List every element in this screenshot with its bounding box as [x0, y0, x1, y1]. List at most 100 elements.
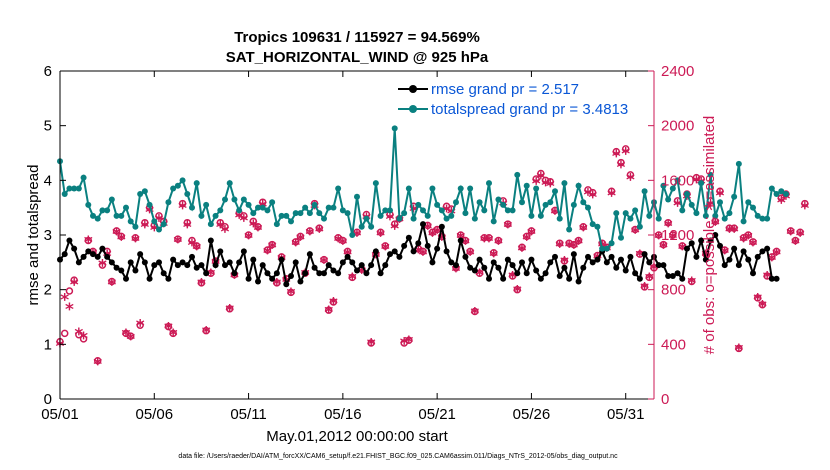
totalspread-point [401, 210, 408, 217]
totalspread-point [174, 182, 181, 189]
rmse-point [500, 275, 507, 282]
rmse-point [448, 259, 455, 266]
rmse-point [627, 253, 634, 260]
right-y-tick-label: 400 [661, 336, 686, 353]
totalspread-point [99, 207, 106, 214]
rmse-point [622, 267, 629, 274]
obs_possible-marker [612, 147, 621, 156]
totalspread-point [570, 201, 577, 208]
obs_assimilated-marker: * [626, 170, 635, 190]
x-tick-label: 05/01 [41, 406, 79, 423]
obs_possible-marker [669, 231, 677, 239]
rmse-point [405, 234, 412, 241]
rmse-point [170, 256, 177, 263]
obs_assimilated-marker: * [569, 239, 578, 259]
obs_possible-marker [93, 356, 102, 365]
totalspread-series [57, 125, 789, 252]
obs_assimilated-marker: * [579, 221, 588, 241]
obs_possible-marker [504, 220, 512, 228]
rmse-point [688, 240, 695, 247]
rmse-point [519, 259, 525, 266]
obs_assimilated-marker: * [155, 211, 164, 231]
obs_assimilated-marker: * [74, 325, 83, 345]
totalspread-point [429, 185, 436, 192]
totalspread-point [646, 212, 653, 219]
totalspread-point [156, 226, 162, 233]
obs_possible-marker [320, 255, 328, 264]
obs_assimilated-marker: * [621, 144, 630, 164]
rmse-point [283, 281, 290, 288]
obs_possible-marker [254, 223, 262, 231]
rmse-point [636, 275, 643, 282]
totalspread-point [462, 210, 469, 217]
totalspread-point [212, 212, 219, 219]
totalspread-point [783, 191, 789, 197]
obs_assimilated-marker: * [244, 229, 253, 249]
obs_assimilated-marker: * [716, 187, 725, 207]
obs_assimilated-marker: * [249, 217, 258, 237]
obs_assimilated-marker: * [216, 218, 225, 238]
totalspread-point [514, 171, 521, 178]
rmse-point [684, 245, 690, 252]
obs_possible-marker [174, 235, 182, 243]
totalspread-point [636, 223, 643, 230]
obs_possible-marker [626, 171, 635, 179]
rmse-point [570, 251, 577, 258]
totalspread-point [627, 215, 634, 222]
rmse-series [57, 221, 780, 288]
series-layer: ****************************************… [56, 125, 809, 375]
rmse-point [349, 259, 356, 266]
obs_assimilated-marker: * [183, 218, 192, 238]
obs_possible-marker [244, 231, 253, 239]
totalspread-point [61, 191, 68, 197]
obs_assimilated-marker: * [117, 230, 126, 250]
obs_possible-marker [786, 227, 795, 235]
obs_assimilated-marker: * [767, 251, 776, 271]
rmse-point [603, 259, 610, 266]
totalspread-point [363, 215, 370, 222]
obs_assimilated-marker: * [522, 230, 531, 250]
left-y-tick-label: 0 [44, 391, 52, 408]
rmse-point [118, 267, 125, 274]
totalspread-point [547, 199, 554, 206]
obs_assimilated-marker: * [70, 276, 79, 296]
rmse-point [693, 253, 700, 260]
obs_possible-marker [433, 225, 441, 234]
totalspread-point [754, 212, 761, 219]
rmse-point [151, 262, 158, 269]
rmse-point [236, 259, 243, 266]
obs_possible-marker [84, 236, 93, 245]
rmse-point [665, 273, 672, 279]
obs_possible-marker [112, 227, 121, 235]
totalspread-point [764, 215, 771, 222]
totalspread-point [132, 223, 139, 230]
obs_possible-marker [537, 169, 545, 178]
totalspread-point [339, 207, 346, 214]
rmse-point [174, 262, 181, 269]
rmse-point [85, 248, 92, 255]
totalspread-point [603, 245, 610, 252]
totalspread-point [184, 191, 191, 197]
totalspread-point [608, 240, 615, 247]
rmse-point [80, 253, 87, 260]
totalspread-point [641, 188, 648, 195]
rmse-point [471, 267, 478, 274]
obs_assimilated-marker: * [126, 330, 135, 350]
obs_assimilated-marker: * [112, 225, 121, 245]
totalspread-point [354, 193, 360, 200]
obs_assimilated-marker: * [221, 222, 230, 242]
obs_assimilated-marker: * [508, 269, 517, 289]
rmse-point [156, 259, 162, 266]
rmse-point [764, 245, 771, 252]
totalspread-point [193, 180, 200, 187]
obs_possible-marker [75, 331, 83, 339]
obs_possible-marker [471, 307, 479, 316]
obs_assimilated-marker: * [588, 188, 597, 208]
rmse-point [726, 256, 733, 263]
obs_assimilated-marker: * [254, 221, 263, 241]
obs_assimilated-marker: * [442, 202, 451, 222]
rmse-point [339, 259, 346, 266]
obs_assimilated-marker: * [687, 274, 696, 294]
totalspread-point [118, 212, 125, 219]
obs_assimilated-marker: * [395, 213, 404, 233]
